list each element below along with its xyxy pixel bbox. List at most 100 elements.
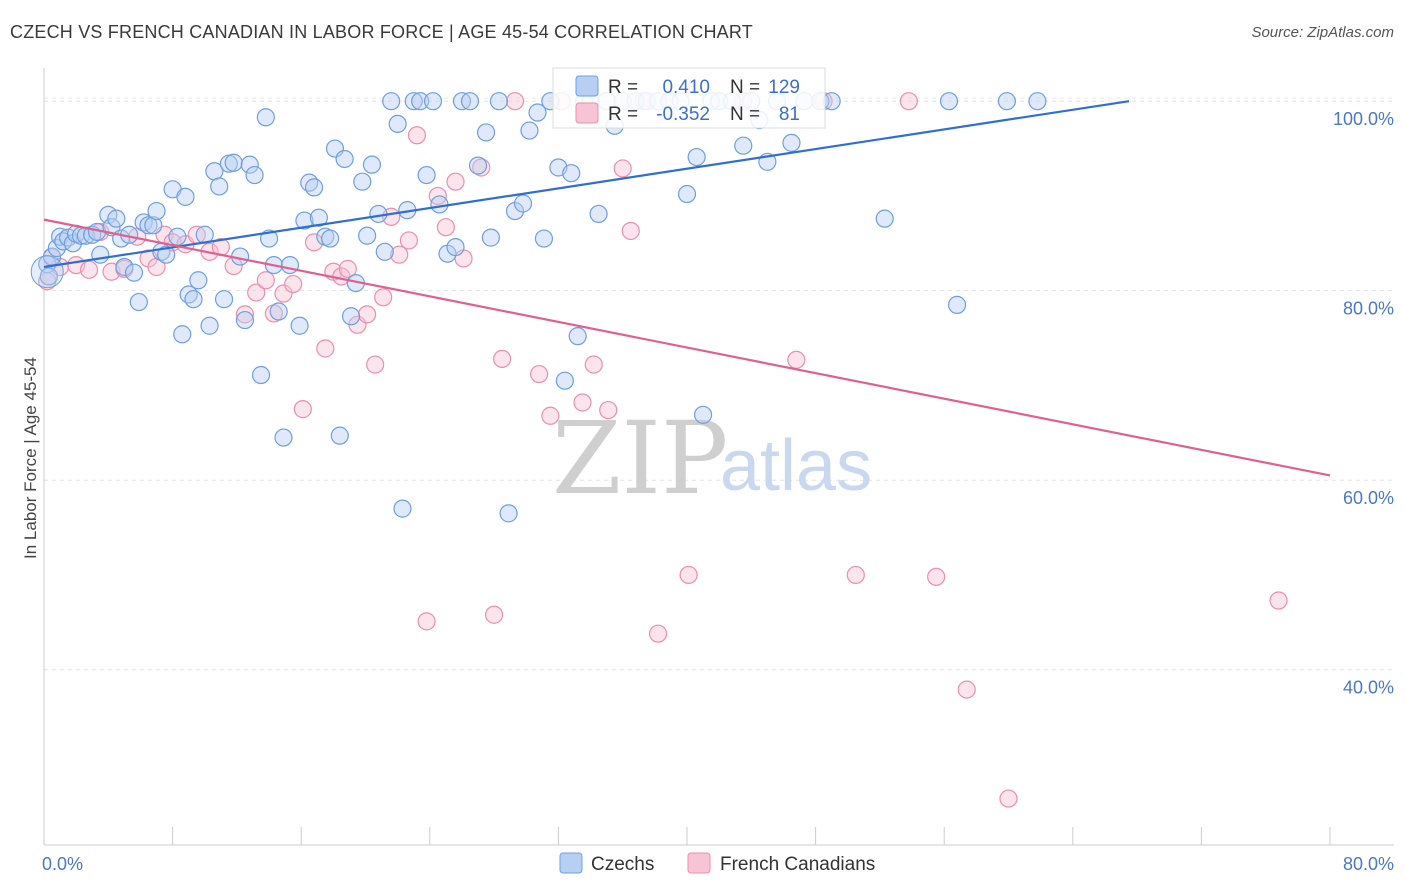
czech-point bbox=[214, 290, 234, 309]
czech-point bbox=[423, 92, 443, 111]
czech-point bbox=[555, 371, 574, 390]
czech-point bbox=[677, 184, 697, 204]
french-canadian-point bbox=[648, 624, 668, 643]
czech-point bbox=[309, 208, 328, 227]
french-canadian-point bbox=[679, 565, 698, 585]
czech-point bbox=[468, 156, 488, 175]
czech-point bbox=[822, 92, 841, 111]
french-canadian-point bbox=[338, 259, 357, 278]
french-canadian-point bbox=[846, 565, 865, 585]
french-r-label: R = bbox=[608, 104, 638, 125]
czech-point bbox=[290, 316, 309, 335]
french-canadian-point bbox=[493, 349, 512, 369]
french-canadian-point bbox=[899, 92, 918, 111]
x-tick-label-max: 80.0% bbox=[1343, 854, 1394, 874]
czech-point bbox=[528, 103, 547, 122]
czech-point bbox=[404, 92, 423, 111]
grid-lines: 40.0% 60.0% 80.0% 100.0% bbox=[44, 97, 1394, 698]
french-canadian-point bbox=[247, 283, 266, 302]
czech-point bbox=[693, 405, 713, 424]
czech-point bbox=[210, 177, 229, 196]
french-canadian-point bbox=[621, 221, 640, 241]
y-axis-label: In Labor Force | Age 45-54 bbox=[21, 357, 40, 559]
trend-lines bbox=[43, 100, 1331, 477]
czech-point bbox=[875, 209, 894, 228]
czech-point bbox=[430, 195, 449, 214]
french-canadian-point bbox=[366, 355, 385, 374]
czech-point bbox=[520, 121, 539, 140]
french-canadian-point bbox=[417, 612, 436, 631]
legend-label-czechs: Czechs bbox=[591, 854, 654, 875]
french-canadian-point bbox=[584, 355, 603, 374]
czech-point bbox=[176, 187, 195, 206]
czech-point bbox=[274, 428, 293, 447]
french-canadian-trend-line bbox=[43, 218, 1331, 477]
czech-point bbox=[358, 226, 377, 245]
czech-point bbox=[107, 209, 126, 228]
french-canadian-point bbox=[599, 400, 618, 420]
czech-point bbox=[91, 245, 110, 264]
czech-point bbox=[481, 228, 500, 247]
y-tick-label: 80.0% bbox=[1343, 299, 1394, 319]
x-tick-label-min: 0.0% bbox=[42, 854, 83, 874]
french-canadian-point bbox=[927, 567, 946, 586]
czech-point bbox=[184, 290, 203, 309]
french-canadian-point bbox=[613, 159, 632, 178]
french-canadian-point bbox=[530, 364, 549, 384]
czech-point bbox=[335, 149, 354, 169]
czech-point bbox=[734, 136, 753, 155]
french-canadian-point bbox=[79, 260, 99, 279]
czech-stat-swatch bbox=[575, 75, 599, 97]
french-canadian-point bbox=[485, 605, 504, 624]
czech-point bbox=[157, 245, 176, 264]
czech-cluster-point bbox=[30, 255, 64, 289]
french-canadian-point bbox=[399, 231, 419, 250]
watermark-zip: ZIP bbox=[552, 400, 728, 517]
czech-point bbox=[417, 165, 436, 185]
czech-point bbox=[460, 92, 480, 111]
french-canadian-point bbox=[374, 288, 393, 307]
french-canadian-point bbox=[436, 218, 455, 237]
french-stat-swatch bbox=[575, 102, 599, 124]
french-canadian-point bbox=[957, 680, 976, 699]
czech-point bbox=[393, 499, 412, 518]
czech-point bbox=[341, 307, 361, 326]
czech-point bbox=[321, 229, 340, 248]
czech-point bbox=[562, 164, 581, 183]
legend-label-french-canadians: French Canadians bbox=[720, 854, 875, 875]
czech-point bbox=[168, 227, 187, 246]
czech-point bbox=[295, 211, 314, 230]
czech-point bbox=[124, 263, 144, 282]
czech-point bbox=[280, 255, 300, 275]
czech-point bbox=[129, 292, 148, 312]
czech-point bbox=[534, 229, 554, 248]
czech-r-value: 0.410 bbox=[662, 77, 710, 98]
czech-point bbox=[375, 242, 394, 261]
french-r-value: -0.352 bbox=[656, 104, 710, 125]
czech-point bbox=[330, 426, 349, 445]
french-canadian-point bbox=[256, 271, 275, 290]
series-legend: Czechs French Canadians bbox=[559, 852, 875, 875]
czech-point bbox=[39, 267, 58, 286]
legend-swatch-czechs bbox=[559, 852, 583, 874]
czech-point bbox=[939, 92, 959, 111]
french-canadian-point bbox=[235, 305, 255, 324]
czech-point bbox=[997, 92, 1016, 111]
data-points bbox=[30, 92, 1288, 808]
czech-point bbox=[173, 325, 192, 344]
czech-n-label: N = bbox=[730, 77, 760, 98]
czech-point bbox=[947, 295, 967, 314]
czech-point bbox=[489, 92, 509, 111]
axes bbox=[43, 68, 1394, 846]
czech-point bbox=[589, 204, 608, 224]
watermark: ZIP atlas bbox=[552, 400, 872, 517]
y-tick-label: 60.0% bbox=[1343, 488, 1394, 508]
french-canadian-point bbox=[390, 245, 409, 264]
french-canadian-point bbox=[316, 339, 335, 358]
chart-title: CZECH VS FRENCH CANADIAN IN LABOR FORCE … bbox=[10, 22, 753, 42]
french-canadian-point bbox=[472, 158, 491, 177]
french-canadian-point bbox=[505, 92, 525, 111]
french-canadian-point bbox=[446, 172, 465, 191]
french-canadian-point bbox=[787, 350, 806, 369]
